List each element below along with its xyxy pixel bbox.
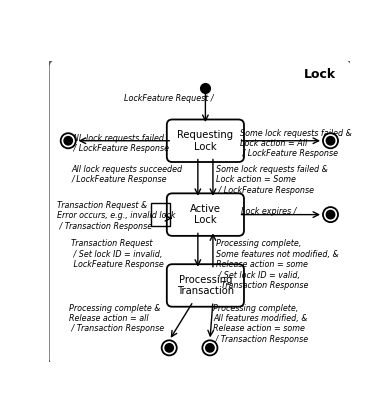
Text: LockFeature Request /: LockFeature Request / [124, 94, 214, 103]
Text: Requesting
Lock: Requesting Lock [177, 130, 233, 152]
Text: Processing complete &
Release action = all
 / Transaction Response: Processing complete & Release action = a… [69, 303, 164, 334]
Circle shape [323, 133, 338, 148]
FancyBboxPatch shape [167, 264, 244, 307]
Text: All  lock requests failed
 / LockFeature Response: All lock requests failed / LockFeature R… [71, 134, 169, 153]
Circle shape [202, 340, 217, 355]
Text: Transaction Request &
Error occurs, e.g., invalid lock
 / Transaction Response: Transaction Request & Error occurs, e.g.… [57, 201, 175, 230]
FancyBboxPatch shape [49, 59, 352, 366]
FancyBboxPatch shape [167, 193, 244, 236]
Circle shape [323, 207, 338, 222]
Text: All lock requests succeeded
/ LockFeature Response: All lock requests succeeded / LockFeatur… [71, 165, 182, 184]
Text: Transaction Request
 / Set lock ID = invalid,
 LockFeature Response: Transaction Request / Set lock ID = inva… [71, 239, 164, 269]
Text: Lock expires /: Lock expires / [241, 207, 296, 216]
Circle shape [206, 344, 214, 352]
Text: Lock: Lock [304, 68, 336, 81]
Text: Active
Lock: Active Lock [190, 204, 221, 225]
Circle shape [326, 137, 335, 145]
Circle shape [165, 344, 173, 352]
Text: Processing complete,
Some features not modified, &
Release action = some
 / Set : Processing complete, Some features not m… [216, 239, 339, 290]
Text: Some lock requests failed &
Lock action = Some
 / LockFeature Response: Some lock requests failed & Lock action … [216, 165, 328, 195]
Circle shape [64, 137, 72, 145]
Circle shape [162, 340, 177, 355]
Circle shape [326, 210, 335, 219]
Circle shape [61, 133, 76, 148]
Text: Processing complete,
All features modified, &
Release action = some
 / Transacti: Processing complete, All features modifi… [213, 303, 308, 344]
Text: Some lock requests failed &
Lock action = All
 / LockFeature Response: Some lock requests failed & Lock action … [240, 129, 352, 158]
Text: Processing
Transaction: Processing Transaction [177, 275, 234, 296]
FancyBboxPatch shape [167, 119, 244, 162]
